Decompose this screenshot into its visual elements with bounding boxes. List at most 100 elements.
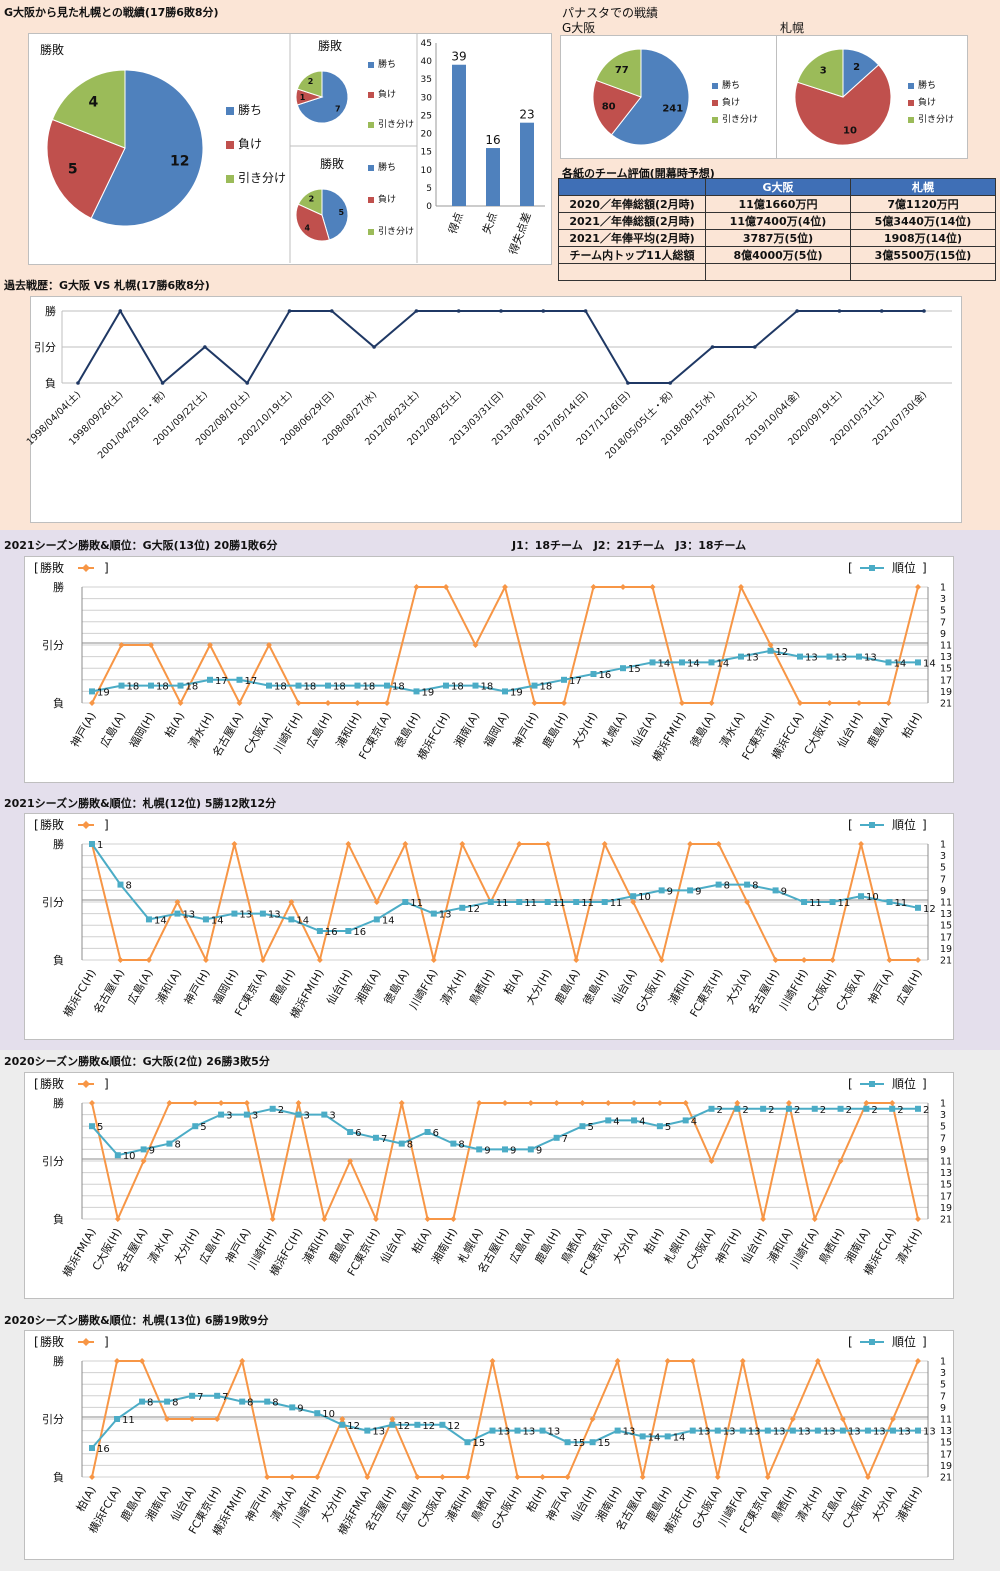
rank-data-label: 13 [798, 1427, 811, 1438]
x-tick-label: 柏(A) [408, 1226, 434, 1256]
rank-point [414, 1422, 420, 1428]
rank-data-label: 9 [781, 886, 787, 897]
result-point [499, 309, 503, 313]
rank-point [815, 1428, 821, 1434]
rank-data-label: 11 [610, 898, 623, 909]
rank-data-label: 2 [717, 1105, 723, 1116]
rank-tick-label: 11 [940, 1157, 952, 1168]
rank-data-label: 13 [182, 910, 195, 921]
result-point [801, 957, 807, 963]
rank-point [325, 683, 331, 689]
legend-right-label: 順位 [892, 560, 916, 575]
rank-tick-label: 3 [940, 1110, 946, 1121]
rank-point [146, 916, 152, 922]
result-point [915, 957, 921, 963]
y-tick-label: 30 [421, 93, 433, 103]
result-point [425, 1216, 431, 1222]
rank-point [827, 654, 833, 660]
rank-point [738, 654, 744, 660]
legend-left-label: 勝敗 [40, 560, 64, 575]
rank-tick-label: 15 [940, 921, 952, 932]
result-point [203, 345, 207, 349]
legend-right-bracket: [ [848, 1077, 853, 1091]
rank-tick-label: 21 [940, 1215, 952, 1226]
rank-data-label: 9 [297, 1403, 303, 1414]
legend-label: 勝ち [722, 79, 740, 91]
rank-data-label: 8 [752, 881, 758, 892]
rank-data-label: 13 [823, 1427, 836, 1438]
rank-data-label: 5 [200, 1122, 206, 1133]
rank-data-label: 16 [353, 927, 366, 938]
result-point [231, 841, 237, 847]
x-tick-label: 清水(H) [186, 710, 217, 750]
x-tick-label: 浦和(A) [154, 967, 184, 1007]
rank-data-label: 9 [536, 1145, 542, 1156]
rank-point [561, 677, 567, 683]
rank-point [687, 887, 693, 893]
pie-data-label: 7 [335, 104, 341, 113]
result-point [915, 1358, 921, 1364]
rank-point [450, 1141, 456, 1147]
rank-point [192, 1123, 198, 1129]
x-tick-label: 横浜FM(A) [60, 1226, 99, 1280]
y-tick-label: 負 [45, 377, 56, 390]
rank-point [790, 1428, 796, 1434]
pie-data-label: 5 [339, 208, 345, 217]
rank-data-label: 8 [125, 881, 131, 892]
result-point [554, 1100, 560, 1106]
x-tick-label: 神戸(H) [510, 710, 542, 751]
result-tick-label: 引分 [42, 1412, 64, 1426]
rank-data-label: 13 [698, 1427, 711, 1438]
result-point [450, 1216, 456, 1222]
rank-data-label: 3 [304, 1111, 310, 1122]
result-point [830, 957, 836, 963]
rank-point [476, 1146, 482, 1152]
x-tick-label: 2001/04/29(日・祝) [95, 389, 168, 462]
rank-point [164, 1399, 170, 1405]
rank-data-label: 5 [97, 1122, 103, 1133]
rank-point [425, 1129, 431, 1135]
rank-tick-label: 7 [940, 1133, 946, 1144]
rank-data-label: 14 [894, 658, 907, 669]
legend-label: 勝ち [378, 161, 396, 173]
legend-label: 引き分け [918, 114, 954, 125]
rank-point [889, 1106, 895, 1112]
result-point [115, 1216, 121, 1222]
rank-data-label: 16 [599, 670, 612, 681]
result-point [640, 1474, 646, 1480]
rank-data-label: 7 [197, 1392, 203, 1403]
legend-swatch [712, 100, 718, 106]
rank-point [288, 916, 294, 922]
rank-tick-label: 9 [940, 1403, 946, 1414]
result-tick-label: 勝 [53, 837, 64, 851]
y-tick-label: 40 [421, 57, 433, 67]
rank-data-label: 10 [866, 892, 879, 903]
pie-data-label: 12 [170, 153, 189, 169]
result-point [886, 700, 892, 706]
result-point [89, 1100, 95, 1106]
result-point [887, 957, 893, 963]
rank-tick-label: 17 [940, 1191, 952, 1202]
result-point [264, 1474, 270, 1480]
rank-data-label: 8 [458, 1140, 464, 1151]
legend-right-bracket: [ [848, 1335, 853, 1349]
y-tick-label: 35 [421, 75, 432, 85]
rank-point [178, 683, 184, 689]
result-point [76, 381, 80, 385]
result-point [668, 381, 672, 385]
rank-point [266, 683, 272, 689]
legend-label: 引き分け [378, 226, 414, 237]
rank-data-label: 2 [897, 1105, 903, 1116]
rank-data-label: 11 [809, 898, 822, 909]
rank-data-label: 7 [381, 1134, 387, 1145]
legend-swatch [908, 100, 914, 106]
x-tick-label: 徳島(A) [381, 967, 412, 1007]
rank-data-label: 7 [222, 1392, 228, 1403]
rank-data-label: 18 [392, 682, 405, 693]
legend-label: 勝ち [238, 102, 262, 117]
x-tick-label: 柏(H) [640, 1226, 666, 1257]
x-tick-label: 広島(A) [124, 967, 155, 1007]
result-point [288, 309, 292, 313]
legend-right-marker [869, 822, 875, 828]
result-tick-label: 負 [53, 1471, 64, 1484]
